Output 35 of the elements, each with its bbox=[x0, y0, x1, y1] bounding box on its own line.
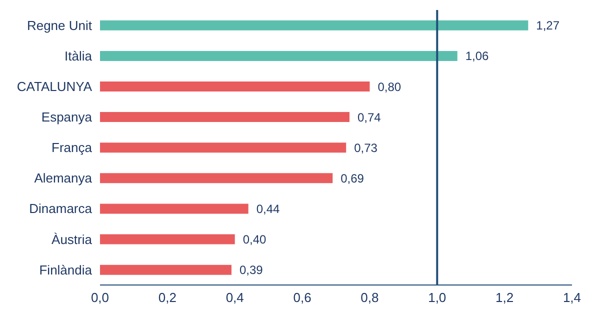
data-label: 0,69 bbox=[340, 171, 364, 186]
y-tick-label: França bbox=[52, 140, 93, 156]
y-tick-label: Alemanya bbox=[34, 170, 93, 186]
y-tick-label: Espanya bbox=[41, 110, 93, 125]
x-tick-label: 0,4 bbox=[226, 290, 244, 306]
y-tick-label: Dinamarca bbox=[29, 201, 93, 216]
y-tick-label: Regne Unit bbox=[26, 18, 92, 33]
bar bbox=[100, 204, 248, 214]
bar bbox=[100, 142, 346, 153]
y-tick-label: Itàlia bbox=[64, 48, 93, 64]
x-tick-label: 0,2 bbox=[158, 290, 176, 306]
x-tick-label: 1,4 bbox=[562, 290, 582, 306]
data-label: 0,74 bbox=[357, 110, 382, 124]
data-label: 0,73 bbox=[354, 140, 378, 155]
x-tick-label: 0,0 bbox=[90, 290, 110, 306]
x-tick-label: 1,2 bbox=[496, 290, 514, 306]
y-tick-label: Finlàndia bbox=[39, 262, 93, 278]
data-label: 0,40 bbox=[242, 232, 267, 247]
data-label: 0,44 bbox=[256, 202, 280, 216]
y-tick-label: Àustria bbox=[52, 232, 93, 247]
bar bbox=[100, 234, 235, 244]
bar bbox=[100, 50, 458, 61]
data-label: 1,06 bbox=[465, 49, 490, 64]
data-label: 0,39 bbox=[239, 263, 264, 278]
data-label: 1,27 bbox=[536, 18, 560, 33]
bar bbox=[100, 20, 528, 30]
bar bbox=[100, 264, 232, 275]
bar bbox=[100, 173, 333, 184]
x-tick-label: 0,6 bbox=[293, 290, 312, 306]
x-tick-label: 1,0 bbox=[428, 290, 446, 306]
bar bbox=[100, 82, 370, 92]
data-label: 0,80 bbox=[378, 80, 402, 94]
y-tick-label: CATALUNYA bbox=[16, 79, 92, 94]
bar bbox=[100, 112, 350, 122]
x-tick-label: 0,8 bbox=[360, 290, 379, 306]
